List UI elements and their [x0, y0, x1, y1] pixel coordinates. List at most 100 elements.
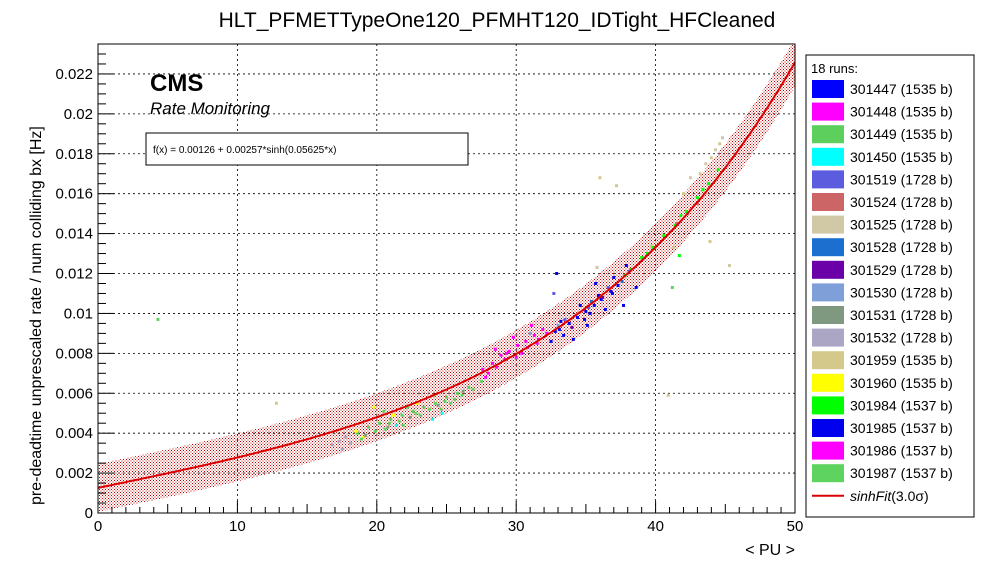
- data-point: [405, 405, 409, 409]
- cms-sublabel: Rate Monitoring: [150, 99, 271, 118]
- legend-fit-name: sinhFit: [850, 488, 892, 504]
- legend-label: 301531 (1728 b): [850, 307, 953, 323]
- legend-label: 301449 (1535 b): [850, 126, 953, 142]
- data-point: [588, 311, 592, 315]
- data-point: [340, 447, 344, 451]
- legend-label: 301987 (1537 b): [850, 465, 953, 481]
- data-point: [714, 148, 718, 152]
- data-point: [707, 182, 711, 186]
- data-point: [556, 323, 560, 327]
- data-point: [330, 443, 334, 447]
- data-point: [620, 279, 624, 283]
- data-point: [675, 222, 679, 226]
- data-points: [156, 136, 731, 451]
- data-point: [662, 234, 666, 238]
- data-point: [400, 413, 404, 417]
- data-point: [439, 407, 443, 411]
- data-point: [337, 439, 341, 443]
- legend-label: 301519 (1728 b): [850, 171, 953, 187]
- legend-swatch: [812, 441, 844, 460]
- data-point: [716, 168, 720, 172]
- data-point: [595, 266, 599, 270]
- y-tick-label: 0.006: [55, 385, 93, 402]
- axes: 0 10 20 30 40 50 0 0.002 0.004 0.006 0.008 0.01 0.01…: [55, 43, 803, 535]
- data-point: [440, 411, 444, 415]
- legend-swatch: [812, 125, 844, 144]
- data-point: [695, 202, 699, 206]
- data-point: [274, 401, 278, 405]
- data-point: [587, 305, 591, 309]
- legend-label: 301448 (1535 b): [850, 104, 953, 120]
- data-point: [640, 256, 644, 260]
- legend-swatch: [812, 80, 844, 98]
- data-point: [570, 325, 574, 329]
- data-point: [599, 297, 603, 301]
- fit-band: [98, 44, 795, 512]
- legend-entries: 301447 (1535 b) 301448 (1535 b) 301449 (15…: [812, 80, 953, 504]
- data-point: [603, 307, 607, 311]
- legend-swatch: [812, 283, 844, 302]
- data-point: [629, 268, 633, 272]
- x-tick-label: 10: [229, 518, 246, 535]
- data-point: [688, 176, 692, 180]
- legend-swatch: [812, 351, 844, 370]
- data-point: [479, 379, 483, 383]
- y-tick-label: 0.012: [55, 266, 93, 283]
- data-point: [415, 401, 419, 405]
- data-point: [511, 335, 515, 339]
- legend-label: 301986 (1537 b): [850, 443, 953, 459]
- data-point: [460, 393, 464, 397]
- data-point: [493, 347, 497, 351]
- data-point: [514, 355, 518, 359]
- y-tick-label: 0.022: [55, 66, 93, 83]
- data-point: [378, 421, 382, 425]
- data-point: [449, 401, 453, 405]
- data-point: [481, 367, 485, 371]
- legend-label: 301985 (1537 b): [850, 420, 953, 436]
- data-point: [679, 214, 683, 218]
- legend-swatch: [812, 260, 844, 279]
- data-point: [507, 349, 511, 353]
- legend-swatch: [812, 396, 844, 415]
- legend-swatch: [812, 419, 844, 437]
- data-point: [704, 162, 708, 166]
- data-point: [571, 337, 575, 341]
- legend-fit-label: sinhFit(3.0σ): [850, 488, 929, 504]
- x-tick-label: 40: [647, 518, 664, 535]
- legend-label: 301529 (1728 b): [850, 262, 953, 278]
- data-point: [576, 315, 580, 319]
- data-point: [695, 196, 699, 200]
- data-point: [422, 405, 426, 409]
- data-point: [541, 327, 545, 331]
- data-point: [453, 397, 457, 401]
- plot-area: [98, 44, 795, 513]
- data-point: [364, 433, 368, 437]
- data-point: [461, 389, 465, 393]
- data-point: [443, 399, 447, 403]
- x-tick-label: 30: [508, 518, 525, 535]
- y-tick-label: 0.002: [55, 465, 93, 482]
- data-point: [373, 429, 377, 433]
- data-point: [348, 441, 352, 445]
- data-point: [418, 413, 422, 417]
- data-point: [499, 353, 503, 357]
- x-tick-label: 0: [94, 518, 102, 535]
- data-point: [520, 351, 524, 355]
- legend-swatch: [812, 306, 844, 324]
- legend-header: 18 runs:: [811, 61, 858, 76]
- fit-line: [98, 61, 795, 489]
- data-point: [387, 421, 391, 425]
- data-point: [709, 156, 713, 160]
- data-point: [681, 192, 685, 196]
- data-point: [445, 395, 448, 399]
- data-point: [616, 283, 620, 287]
- data-point: [545, 331, 549, 335]
- data-point: [718, 142, 722, 146]
- data-point: [649, 244, 653, 248]
- data-point: [354, 429, 358, 433]
- data-point: [411, 409, 415, 413]
- data-point: [677, 254, 681, 258]
- x-axis-label: < PU >: [745, 542, 795, 559]
- legend-swatch: [812, 102, 844, 121]
